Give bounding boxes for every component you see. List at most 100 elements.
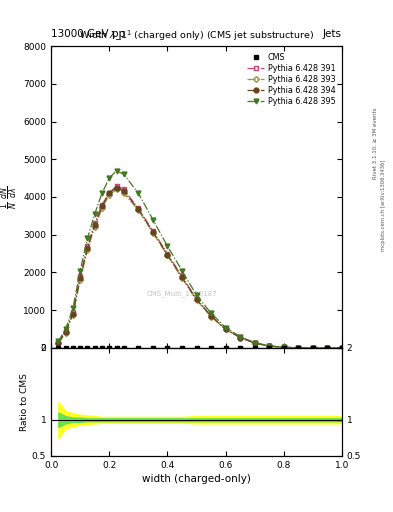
Pythia 6.428 394: [252, 340, 257, 346]
Pythia 6.428 393: [63, 330, 68, 336]
Line: Pythia 6.428 391: Pythia 6.428 391: [56, 183, 344, 350]
Pythia 6.428 391: [63, 328, 68, 334]
Pythia 6.428 393: [107, 192, 112, 198]
Pythia 6.428 395: [325, 345, 330, 351]
Pythia 6.428 395: [165, 243, 170, 249]
CMS: [325, 345, 330, 351]
Pythia 6.428 393: [252, 340, 257, 346]
Pythia 6.428 391: [267, 343, 272, 349]
Pythia 6.428 391: [194, 296, 199, 302]
Pythia 6.428 391: [281, 344, 286, 350]
Pythia 6.428 394: [71, 311, 75, 317]
Pythia 6.428 393: [136, 207, 141, 214]
Pythia 6.428 393: [238, 335, 242, 341]
CMS: [238, 345, 242, 351]
Pythia 6.428 395: [136, 190, 141, 196]
Pythia 6.428 391: [114, 183, 119, 189]
Y-axis label: Ratio to CMS: Ratio to CMS: [20, 373, 29, 431]
Pythia 6.428 393: [281, 344, 286, 350]
Pythia 6.428 393: [165, 252, 170, 259]
Pythia 6.428 395: [71, 305, 75, 311]
Pythia 6.428 391: [180, 273, 184, 279]
Pythia 6.428 394: [296, 345, 301, 351]
CMS: [223, 345, 228, 351]
Pythia 6.428 391: [151, 228, 155, 234]
Pythia 6.428 393: [92, 224, 97, 230]
Pythia 6.428 393: [194, 297, 199, 303]
Pythia 6.428 395: [151, 217, 155, 223]
CMS: [114, 345, 119, 351]
Pythia 6.428 395: [114, 167, 119, 174]
CMS: [267, 345, 272, 351]
Pythia 6.428 395: [238, 333, 242, 339]
Pythia 6.428 393: [340, 345, 344, 351]
Pythia 6.428 395: [296, 345, 301, 351]
Pythia 6.428 391: [165, 250, 170, 257]
Pythia 6.428 395: [92, 211, 97, 217]
Pythia 6.428 394: [180, 274, 184, 281]
Pythia 6.428 395: [281, 344, 286, 350]
Pythia 6.428 393: [267, 343, 272, 349]
Pythia 6.428 394: [85, 245, 90, 251]
CMS: [107, 345, 112, 351]
CMS: [100, 345, 105, 351]
Pythia 6.428 393: [85, 247, 90, 253]
Pythia 6.428 391: [121, 186, 126, 193]
Pythia 6.428 393: [114, 186, 119, 193]
Pythia 6.428 393: [121, 190, 126, 196]
Pythia 6.428 393: [100, 205, 105, 211]
Pythia 6.428 395: [340, 345, 344, 351]
CMS: [194, 345, 199, 351]
CMS: [92, 345, 97, 351]
CMS: [296, 345, 301, 351]
CMS: [78, 345, 83, 351]
Pythia 6.428 391: [100, 201, 105, 207]
Pythia 6.428 394: [56, 339, 61, 346]
Pythia 6.428 391: [238, 334, 242, 340]
CMS: [136, 345, 141, 351]
Pythia 6.428 394: [194, 296, 199, 303]
Pythia 6.428 395: [209, 310, 213, 316]
CMS: [180, 345, 184, 351]
Pythia 6.428 391: [310, 345, 315, 351]
Pythia 6.428 393: [296, 345, 301, 351]
Pythia 6.428 393: [325, 345, 330, 351]
Pythia 6.428 394: [267, 343, 272, 349]
Pythia 6.428 393: [71, 312, 75, 318]
CMS: [63, 345, 68, 351]
Pythia 6.428 391: [85, 243, 90, 249]
Pythia 6.428 394: [107, 190, 112, 196]
Text: Jets: Jets: [323, 29, 342, 39]
Pythia 6.428 391: [136, 205, 141, 211]
Pythia 6.428 394: [209, 313, 213, 319]
Pythia 6.428 394: [100, 203, 105, 209]
Pythia 6.428 393: [151, 230, 155, 236]
Pythia 6.428 395: [63, 326, 68, 332]
Text: Rivet 3.1.10, ≥ 3M events: Rivet 3.1.10, ≥ 3M events: [373, 108, 378, 179]
Text: mcplots.cern.ch [arXiv:1306.3436]: mcplots.cern.ch [arXiv:1306.3436]: [381, 159, 386, 250]
Pythia 6.428 395: [85, 236, 90, 242]
CMS: [121, 345, 126, 351]
Pythia 6.428 395: [100, 190, 105, 196]
Pythia 6.428 391: [56, 339, 61, 345]
CMS: [252, 345, 257, 351]
Text: CMS_Multi_1920187: CMS_Multi_1920187: [147, 290, 217, 297]
Pythia 6.428 391: [92, 220, 97, 226]
Pythia 6.428 394: [78, 275, 83, 281]
Pythia 6.428 394: [121, 188, 126, 195]
Pythia 6.428 391: [209, 313, 213, 319]
Line: Pythia 6.428 395: Pythia 6.428 395: [56, 168, 344, 350]
CMS: [310, 345, 315, 351]
Pythia 6.428 394: [63, 329, 68, 335]
Pythia 6.428 395: [194, 292, 199, 298]
Pythia 6.428 391: [78, 273, 83, 279]
CMS: [281, 345, 286, 351]
Pythia 6.428 394: [136, 206, 141, 212]
Pythia 6.428 395: [252, 339, 257, 346]
Pythia 6.428 393: [209, 313, 213, 319]
CMS: [71, 345, 75, 351]
X-axis label: width (charged-only): width (charged-only): [142, 474, 251, 484]
Pythia 6.428 394: [310, 345, 315, 351]
Text: Width $\lambda\_1^1$ (charged only) (CMS jet substructure): Width $\lambda\_1^1$ (charged only) (CMS…: [79, 29, 314, 43]
CMS: [165, 345, 170, 351]
